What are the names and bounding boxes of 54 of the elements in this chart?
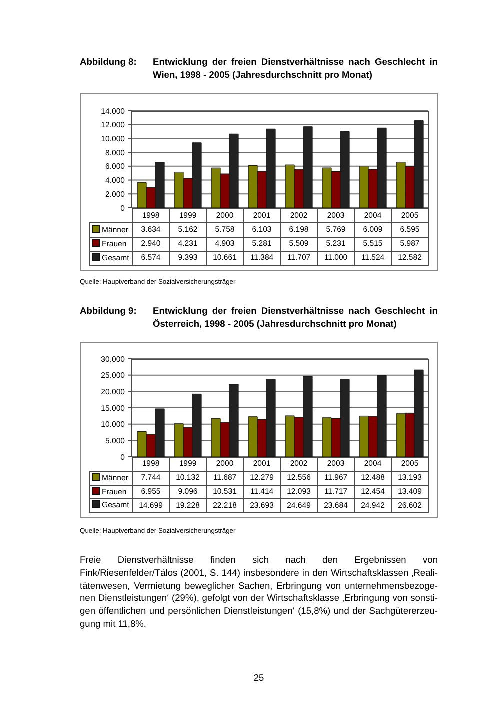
bar bbox=[137, 431, 147, 457]
bar bbox=[359, 416, 369, 457]
bar bbox=[211, 168, 221, 208]
bar bbox=[322, 418, 332, 457]
bar bbox=[183, 178, 193, 208]
bar bbox=[174, 424, 184, 457]
bar bbox=[359, 166, 369, 208]
bar bbox=[257, 171, 267, 208]
bar bbox=[229, 134, 239, 208]
bar bbox=[294, 417, 304, 457]
bar bbox=[396, 162, 406, 208]
bar bbox=[285, 416, 295, 457]
bar bbox=[377, 375, 387, 457]
chart-title: Abbildung 8: bbox=[80, 57, 137, 67]
chart-subtitle: Entwicklung der freien Dienstverhältnisse nach Geschlecht in Österreich, 1998 - 2005 (Jahresdurchschnitt pro Monat) bbox=[153, 306, 438, 329]
bar bbox=[303, 376, 313, 457]
bar bbox=[146, 187, 156, 208]
bar bbox=[414, 370, 424, 457]
bar bbox=[146, 434, 156, 457]
bar bbox=[368, 170, 378, 208]
bar bbox=[155, 162, 165, 208]
bar bbox=[174, 172, 184, 208]
bar bbox=[257, 419, 267, 457]
bar bbox=[303, 126, 313, 208]
bar bbox=[220, 174, 230, 208]
bar bbox=[340, 379, 350, 457]
bar bbox=[229, 384, 239, 457]
bar bbox=[331, 172, 341, 208]
bar bbox=[322, 168, 332, 208]
bar bbox=[396, 414, 406, 457]
bar bbox=[137, 182, 147, 208]
bar bbox=[155, 408, 165, 457]
text: 25 bbox=[254, 673, 264, 683]
bar bbox=[266, 128, 276, 208]
text: Freie Dienstverhältnisse finden sich nach den Ergebnissen von Fink/Riesenfelder/Tálos (2001, S. 144) insbesondere in den Wirtschaftsklassen ‚Reali- tätenwesen, Vermietung beweglicher Sachen, Erbringung von unternehmensbezoge- nen Dienstleistungen‘ (29%), gefolgt von der Wirtschaftsklasse ‚Erbringung von sonsti- gen öffentlichen und persönlichen Dienstleistungen‘ (15,8%) und der Sachgütererzeu- gung mit 11,8%. bbox=[80, 555, 438, 629]
bar bbox=[340, 132, 350, 208]
chart-subtitle: Entwicklung der freien Dienstverhältnisse nach Geschlecht in Wien, 1998 - 2005 (Jahresdurchschnitt pro Monat) bbox=[153, 57, 438, 80]
bar bbox=[220, 422, 230, 457]
bar bbox=[248, 416, 258, 457]
bar bbox=[368, 416, 378, 457]
bar bbox=[183, 427, 193, 457]
bar bbox=[285, 164, 295, 208]
bar bbox=[248, 165, 258, 208]
bar bbox=[405, 166, 415, 208]
bar bbox=[405, 412, 415, 457]
bar bbox=[211, 418, 221, 457]
chart-title: Abbildung 9: bbox=[80, 306, 137, 316]
bar bbox=[331, 418, 341, 457]
bar bbox=[192, 394, 202, 457]
bar bbox=[414, 120, 424, 208]
bar bbox=[266, 379, 276, 457]
bar bbox=[377, 128, 387, 208]
bar bbox=[294, 170, 304, 208]
bar bbox=[192, 142, 202, 208]
